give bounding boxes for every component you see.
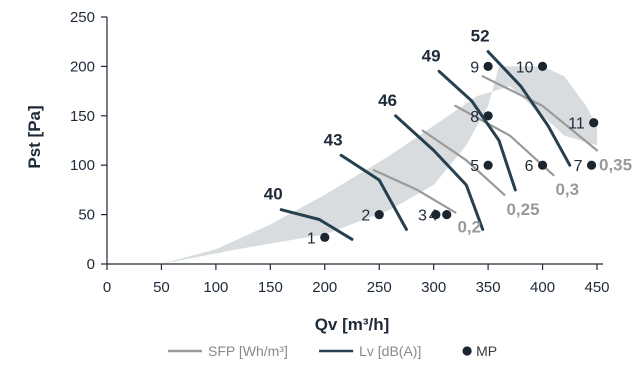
- mp-point: [589, 118, 599, 128]
- legend-label: Lv [dB(A)]: [359, 343, 421, 359]
- sfp-line-label: 0,25: [506, 200, 539, 219]
- mp-point: [537, 160, 548, 170]
- mp-point-label: 5: [470, 158, 479, 175]
- mp-point-label: 8: [470, 109, 479, 126]
- mp-point-label: 2: [361, 208, 370, 225]
- mp-point: [374, 210, 384, 220]
- mp-point-label: 7: [574, 158, 583, 175]
- mp-point-label: 10: [516, 59, 534, 76]
- x-tick-label: 400: [530, 279, 555, 296]
- mp-point: [586, 160, 597, 170]
- lv-line-label: 52: [471, 27, 490, 46]
- sfp-line: [421, 129, 506, 196]
- x-tick-label: 200: [312, 279, 337, 296]
- lv-line-label: 43: [324, 130, 343, 149]
- y-tick-label: 250: [70, 9, 95, 26]
- y-tick-label: 50: [78, 207, 95, 224]
- mp-point-label: 1: [307, 230, 316, 247]
- legend-label: MP: [476, 343, 497, 359]
- mp-point: [483, 160, 493, 170]
- mp-point: [537, 61, 548, 71]
- x-tick-label: 0: [103, 279, 111, 296]
- lv-line-label: 46: [378, 91, 397, 110]
- mp-point-label: 6: [525, 158, 534, 175]
- mp-point-label: 4: [429, 208, 438, 225]
- y-tick-label: 200: [70, 58, 95, 75]
- mp-point: [320, 232, 330, 242]
- mp-point: [483, 61, 493, 71]
- legend: SFP [Wh/m³] Lv [dB(A)] MP: [168, 343, 497, 359]
- mp-point: [442, 210, 452, 220]
- sfp-line: [372, 169, 457, 214]
- lv-line: [339, 153, 408, 231]
- sfp-line-label: 0,3: [555, 180, 579, 199]
- x-tick-label: 50: [153, 279, 170, 296]
- sfp-line-label: 0,2: [457, 218, 481, 237]
- operating-region-layer: [161, 66, 597, 265]
- lv-lines-layer: [279, 50, 572, 241]
- x-axis-title: Qv [m³/h]: [315, 315, 390, 334]
- sfp-line: [481, 75, 599, 152]
- lv-line: [486, 50, 572, 167]
- lv-line: [279, 208, 354, 241]
- x-tick-label: 250: [367, 279, 392, 296]
- x-tick-label: 450: [584, 279, 609, 296]
- mp-point-label: 3: [418, 208, 427, 225]
- lv-line-label: 49: [422, 46, 441, 65]
- mp-point: [483, 111, 493, 121]
- sfp-line-label: 0,35: [599, 155, 632, 174]
- y-axis-title: Pst [Pa]: [25, 105, 44, 168]
- mp-point: [431, 210, 441, 220]
- legend-swatch: [462, 346, 472, 356]
- mp-points-layer: [320, 61, 599, 242]
- operating-region: [161, 66, 597, 265]
- y-tick-label: 0: [87, 256, 95, 273]
- y-tick-label: 150: [70, 108, 95, 125]
- sfp-lines-layer: [372, 75, 599, 214]
- mp-point-label: 9: [470, 59, 479, 76]
- y-tick-label: 100: [70, 157, 95, 174]
- x-tick-label: 100: [203, 279, 228, 296]
- mp-point-label: 11: [568, 116, 585, 133]
- legend-label: SFP [Wh/m³]: [208, 343, 288, 359]
- x-tick-label: 300: [421, 279, 446, 296]
- axes-layer: 0 50 100 150 200 250 300 350 400 450 0 50 100 150 200 2…: [70, 9, 610, 296]
- lv-line: [394, 114, 485, 231]
- x-tick-label: 350: [476, 279, 501, 296]
- lv-line-label: 40: [264, 185, 283, 204]
- lv-line: [437, 69, 517, 192]
- line-labels-layer: 0,2 0,25 0,3 0,35 40 43 46 49 52 1 2 3 4 5 6 7 8 9 10 11: [264, 27, 632, 248]
- x-tick-label: 150: [258, 279, 283, 296]
- sfp-line: [454, 104, 555, 177]
